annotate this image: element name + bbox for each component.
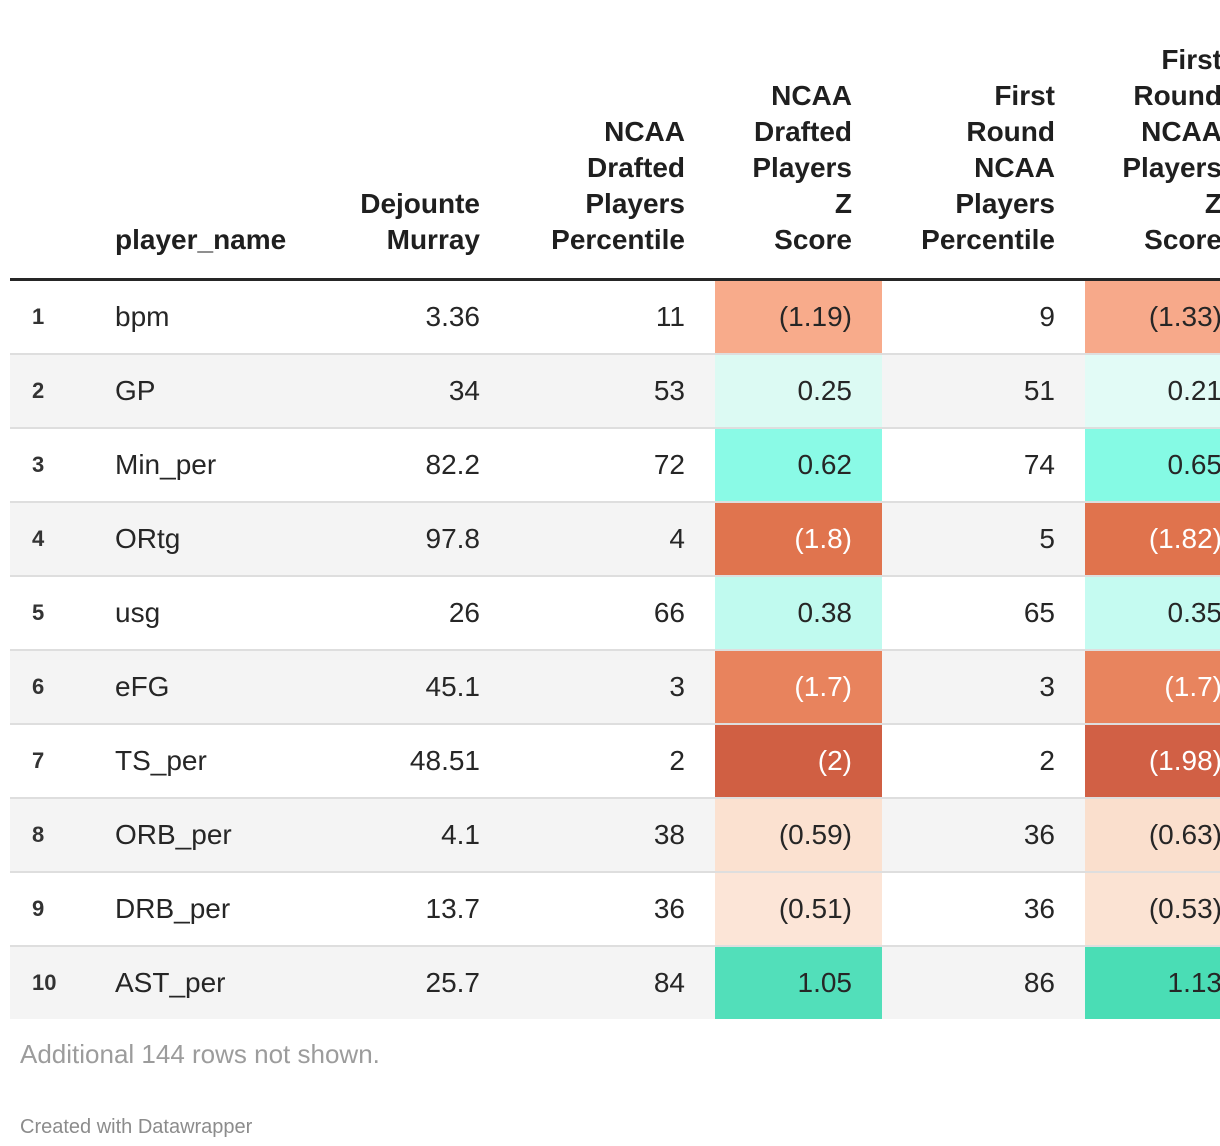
column-header-first-round-zscore: First Round NCAA Players Z Score bbox=[1085, 0, 1220, 281]
row-number: 9 bbox=[10, 871, 105, 946]
table-row: 1 bpm 3.36 11 (1.19) 9 (1.33) bbox=[10, 279, 1220, 354]
table-row: 6 eFG 45.1 3 (1.7) 3 (1.7) bbox=[10, 649, 1220, 724]
ncaa-drafted-zscore-cell: (1.8) bbox=[715, 501, 882, 576]
row-number: 6 bbox=[10, 649, 105, 724]
ncaa-drafted-percentile-cell: 72 bbox=[510, 427, 715, 502]
stat-name-cell: ORtg bbox=[105, 501, 305, 576]
stat-name-cell: TS_per bbox=[105, 723, 305, 798]
first-round-zscore-cell: (0.53) bbox=[1085, 871, 1220, 946]
first-round-zscore-cell: (1.33) bbox=[1085, 279, 1220, 354]
first-round-percentile-cell: 65 bbox=[882, 575, 1085, 650]
first-round-percentile-cell: 5 bbox=[882, 501, 1085, 576]
first-round-zscore-cell: (1.98) bbox=[1085, 723, 1220, 798]
murray-value-cell: 26 bbox=[305, 575, 510, 650]
murray-value-cell: 48.51 bbox=[305, 723, 510, 798]
first-round-zscore-cell: (1.82) bbox=[1085, 501, 1220, 576]
stat-name-cell: AST_per bbox=[105, 945, 305, 1019]
column-header-ncaa-drafted-percentile: NCAA Drafted Players Percentile bbox=[510, 0, 715, 281]
ncaa-drafted-zscore-cell: (0.51) bbox=[715, 871, 882, 946]
stat-name-cell: eFG bbox=[105, 649, 305, 724]
ncaa-drafted-zscore-cell: (1.7) bbox=[715, 649, 882, 724]
row-number: 1 bbox=[32, 304, 45, 329]
row-number: 4 bbox=[10, 501, 105, 576]
murray-value-cell: 25.7 bbox=[305, 945, 510, 1019]
row-number: 3 bbox=[10, 427, 105, 502]
first-round-zscore-cell: (0.63) bbox=[1085, 797, 1220, 872]
first-round-zscore-cell: (1.7) bbox=[1085, 649, 1220, 724]
murray-value-cell: 45.1 bbox=[305, 649, 510, 724]
murray-value-cell: 97.8 bbox=[305, 501, 510, 576]
ncaa-drafted-percentile-cell: 4 bbox=[510, 501, 715, 576]
first-round-zscore-cell: 0.65 bbox=[1085, 427, 1220, 502]
first-round-zscore-cell: 0.21 bbox=[1085, 353, 1220, 428]
table-row: 7 TS_per 48.51 2 (2) 2 (1.98) bbox=[10, 723, 1220, 798]
ncaa-drafted-zscore-cell: 1.05 bbox=[715, 945, 882, 1019]
ncaa-drafted-zscore-cell: (0.59) bbox=[715, 797, 882, 872]
column-header-row-number bbox=[10, 0, 105, 281]
row-number: 5 bbox=[10, 575, 105, 650]
table-header: player_name Dejounte Murray NCAA Drafted… bbox=[10, 0, 1220, 281]
stats-table: player_name Dejounte Murray NCAA Drafted… bbox=[10, 0, 1220, 1019]
table-row: 2 GP 34 53 0.25 51 0.21 bbox=[10, 353, 1220, 428]
row-number: 7 bbox=[10, 723, 105, 798]
table-row: 4 ORtg 97.8 4 (1.8) 5 (1.82) bbox=[10, 501, 1220, 576]
first-round-percentile-cell: 2 bbox=[882, 723, 1085, 798]
row-number: 10 bbox=[10, 945, 105, 1019]
ncaa-drafted-percentile-cell: 84 bbox=[510, 945, 715, 1019]
stat-name-cell: ORB_per bbox=[105, 797, 305, 872]
murray-value-cell: 4.1 bbox=[305, 797, 510, 872]
ncaa-drafted-zscore-cell: 0.62 bbox=[715, 427, 882, 502]
rows-not-shown-note: Additional 144 rows not shown. bbox=[20, 1039, 380, 1069]
ncaa-drafted-percentile-cell: 53 bbox=[510, 353, 715, 428]
table-body: 1 bpm 3.36 11 (1.19) 9 (1.33) 2 GP 34 53… bbox=[10, 279, 1220, 1019]
column-header-player-name: player_name bbox=[105, 0, 305, 281]
ncaa-drafted-zscore-cell: (2) bbox=[715, 723, 882, 798]
stat-name-cell: usg bbox=[105, 575, 305, 650]
ncaa-drafted-zscore-cell: 0.38 bbox=[715, 575, 882, 650]
table-row: 3 Min_per 82.2 72 0.62 74 0.65 bbox=[10, 427, 1220, 502]
first-round-zscore-cell: 1.13 bbox=[1085, 945, 1220, 1019]
ncaa-drafted-zscore-cell: (1.19) bbox=[715, 279, 882, 354]
stat-name-cell: bpm bbox=[115, 301, 170, 332]
column-header-ncaa-drafted-zscore: NCAA Drafted Players Z Score bbox=[715, 0, 882, 281]
ncaa-drafted-percentile-cell: 3 bbox=[510, 649, 715, 724]
ncaa-drafted-percentile-cell: 38 bbox=[510, 797, 715, 872]
row-number: 2 bbox=[10, 353, 105, 428]
first-round-percentile-cell: 36 bbox=[882, 871, 1085, 946]
first-round-percentile-cell: 74 bbox=[882, 427, 1085, 502]
ncaa-drafted-percentile-cell: 2 bbox=[510, 723, 715, 798]
datawrapper-credit[interactable]: Created with Datawrapper bbox=[20, 1116, 253, 1138]
ncaa-drafted-zscore-cell: 0.25 bbox=[715, 353, 882, 428]
column-header-dejounte-murray: Dejounte Murray bbox=[305, 0, 510, 281]
ncaa-drafted-percentile-cell: 66 bbox=[510, 575, 715, 650]
first-round-zscore-cell: 0.35 bbox=[1085, 575, 1220, 650]
table-row: 8 ORB_per 4.1 38 (0.59) 36 (0.63) bbox=[10, 797, 1220, 872]
first-round-percentile-cell: 36 bbox=[882, 797, 1085, 872]
table-row: 10 AST_per 25.7 84 1.05 86 1.13 bbox=[10, 945, 1220, 1019]
ncaa-drafted-percentile-cell: 36 bbox=[510, 871, 715, 946]
murray-value-cell: 82.2 bbox=[305, 427, 510, 502]
stat-name-cell: GP bbox=[105, 353, 305, 428]
column-header-first-round-percentile: First Round NCAA Players Percentile bbox=[882, 0, 1085, 281]
first-round-percentile-cell: 9 bbox=[1039, 301, 1055, 332]
row-number: 8 bbox=[10, 797, 105, 872]
first-round-percentile-cell: 86 bbox=[882, 945, 1085, 1019]
ncaa-drafted-percentile-cell: 11 bbox=[655, 301, 685, 332]
table-row: 9 DRB_per 13.7 36 (0.51) 36 (0.53) bbox=[10, 871, 1220, 946]
stat-name-cell: DRB_per bbox=[105, 871, 305, 946]
first-round-percentile-cell: 51 bbox=[882, 353, 1085, 428]
stat-name-cell: Min_per bbox=[105, 427, 305, 502]
first-round-percentile-cell: 3 bbox=[882, 649, 1085, 724]
murray-value-cell: 3.36 bbox=[425, 301, 481, 332]
murray-value-cell: 13.7 bbox=[305, 871, 510, 946]
datawrapper-table-container: player_name Dejounte Murray NCAA Drafted… bbox=[10, 0, 1220, 1139]
table-row: 5 usg 26 66 0.38 65 0.35 bbox=[10, 575, 1220, 650]
murray-value-cell: 34 bbox=[305, 353, 510, 428]
